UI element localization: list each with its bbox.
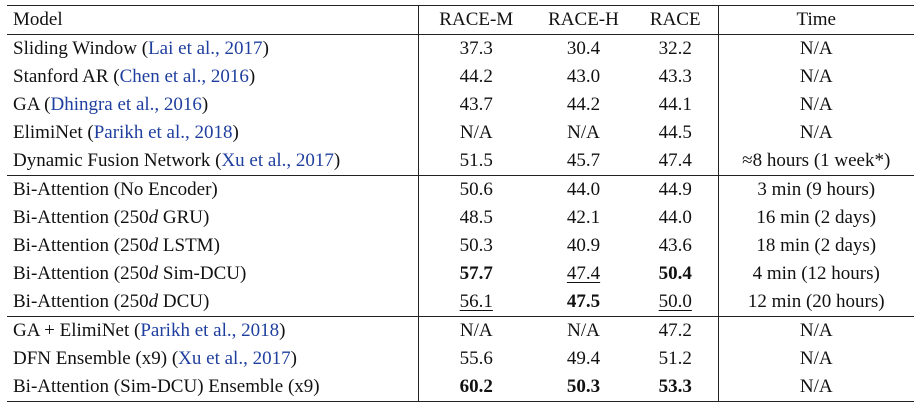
- table-row: Bi-Attention (250d Sim-DCU) 57.7 47.4 50…: [7, 260, 914, 288]
- race-m-value: 37.3: [459, 38, 493, 59]
- time-value: N/A: [717, 119, 914, 147]
- header-race: RACE: [649, 9, 701, 30]
- race-m-value: 51.5: [459, 150, 493, 171]
- table-row: GA (Dhingra et al., 2016) 43.7 44.2 44.1…: [7, 91, 914, 119]
- citation-link[interactable]: Dhingra et al., 2016: [50, 94, 202, 115]
- race-h-value: 44.0: [566, 179, 601, 200]
- race-value: 50.4: [658, 263, 692, 284]
- model-name: Bi-Attention (250d Sim-DCU): [7, 260, 419, 288]
- race-value: 47.2: [658, 320, 692, 341]
- race-h-value: N/A: [567, 320, 600, 341]
- header-row: Model RACE-M RACE-H RACE Time: [7, 5, 914, 35]
- table-row: Bi-Attention (250d LSTM) 50.3 40.9 43.6 …: [7, 232, 914, 260]
- model-name: GA + ElimiNet (Parikh et al., 2018): [7, 316, 419, 345]
- race-h-value: 45.7: [566, 150, 601, 171]
- citation-link[interactable]: Xu et al., 2017: [178, 348, 291, 369]
- race-h-value: 44.2: [566, 94, 601, 115]
- race-m-value: 60.2: [459, 376, 493, 397]
- race-value: 47.4: [658, 150, 692, 171]
- results-table: Model RACE-M RACE-H RACE Time Sliding Wi…: [7, 5, 914, 402]
- header-model: Model: [7, 5, 419, 35]
- race-h-value: 50.3: [566, 376, 601, 397]
- model-name: Bi-Attention (250d GRU): [7, 204, 419, 232]
- time-value: N/A: [717, 63, 914, 91]
- citation-link[interactable]: Parikh et al., 2018: [140, 320, 280, 341]
- results-table-container: Model RACE-M RACE-H RACE Time Sliding Wi…: [7, 5, 914, 402]
- citation-link[interactable]: Chen et al., 2016: [119, 66, 249, 87]
- race-h-value: 40.9: [566, 235, 601, 256]
- race-value: 44.9: [658, 179, 692, 200]
- model-name: Bi-Attention (250d LSTM): [7, 232, 419, 260]
- citation-link[interactable]: Lai et al., 2017: [148, 38, 263, 59]
- race-value: 44.0: [658, 207, 692, 228]
- model-name: Bi-Attention (No Encoder): [7, 175, 419, 204]
- race-h-value: 43.0: [566, 66, 601, 87]
- race-h-value: 47.5: [566, 291, 601, 312]
- race-value: 44.5: [658, 122, 692, 143]
- race-h-value: 47.4: [566, 263, 601, 284]
- model-name: Bi-Attention (250d DCU): [7, 288, 419, 317]
- table-row: DFN Ensemble (x9) (Xu et al., 2017) 55.6…: [7, 345, 914, 373]
- table-row: GA + ElimiNet (Parikh et al., 2018) N/A …: [7, 316, 914, 345]
- race-m-value: 55.6: [459, 348, 493, 369]
- header-time: Time: [717, 5, 914, 35]
- time-value: 12 min (20 hours): [717, 288, 914, 317]
- race-h-value: N/A: [567, 122, 600, 143]
- table-row: Bi-Attention (250d DCU) 56.1 47.5 50.0 1…: [7, 288, 914, 317]
- race-m-value: 57.7: [459, 263, 493, 284]
- race-value: 51.2: [658, 348, 692, 369]
- race-m-value: 43.7: [459, 94, 493, 115]
- race-value: 43.3: [658, 66, 692, 87]
- model-name: DFN Ensemble (x9) (Xu et al., 2017): [7, 345, 419, 373]
- time-value: 18 min (2 days): [717, 232, 914, 260]
- table-row: Sliding Window (Lai et al., 2017) 37.3 3…: [7, 34, 914, 63]
- time-value: N/A: [717, 373, 914, 402]
- time-value: N/A: [717, 345, 914, 373]
- race-m-value: 50.6: [459, 179, 493, 200]
- citation-link[interactable]: Parikh et al., 2018: [93, 122, 233, 143]
- race-m-value: 44.2: [459, 66, 493, 87]
- time-value: 16 min (2 days): [717, 204, 914, 232]
- table-row: Dynamic Fusion Network (Xu et al., 2017)…: [7, 147, 914, 176]
- citation-link[interactable]: Xu et al., 2017: [221, 150, 334, 171]
- table-row: ElimiNet (Parikh et al., 2018) N/A N/A 4…: [7, 119, 914, 147]
- race-value: 50.0: [658, 291, 692, 312]
- race-m-value: 50.3: [459, 235, 493, 256]
- race-m-value: 56.1: [459, 291, 493, 312]
- race-m-value: 48.5: [459, 207, 493, 228]
- race-value: 53.3: [658, 376, 692, 397]
- table-row: Bi-Attention (250d GRU) 48.5 42.1 44.0 1…: [7, 204, 914, 232]
- race-h-value: 49.4: [566, 348, 601, 369]
- table-row: Bi-Attention (No Encoder) 50.6 44.0 44.9…: [7, 175, 914, 204]
- model-name: Stanford AR (Chen et al., 2016): [7, 63, 419, 91]
- time-value: ≈8 hours (1 week*): [717, 147, 914, 176]
- race-value: 32.2: [658, 38, 692, 59]
- model-name: Sliding Window (Lai et al., 2017): [7, 34, 419, 63]
- race-h-value: 30.4: [566, 38, 601, 59]
- time-value: N/A: [717, 91, 914, 119]
- model-name: Bi-Attention (Sim-DCU) Ensemble (x9): [7, 373, 419, 402]
- header-race-m: RACE-M: [439, 9, 514, 30]
- time-value: 4 min (12 hours): [717, 260, 914, 288]
- race-h-value: 42.1: [566, 207, 601, 228]
- time-value: N/A: [717, 34, 914, 63]
- race-value: 43.6: [658, 235, 692, 256]
- race-m-value: N/A: [459, 122, 493, 143]
- table-row: Stanford AR (Chen et al., 2016) 44.2 43.…: [7, 63, 914, 91]
- model-name: GA (Dhingra et al., 2016): [7, 91, 419, 119]
- race-m-value: N/A: [459, 320, 493, 341]
- model-name: Dynamic Fusion Network (Xu et al., 2017): [7, 147, 419, 176]
- time-value: 3 min (9 hours): [717, 175, 914, 204]
- race-value: 44.1: [658, 94, 692, 115]
- model-name: ElimiNet (Parikh et al., 2018): [7, 119, 419, 147]
- time-value: N/A: [717, 316, 914, 345]
- table-row: Bi-Attention (Sim-DCU) Ensemble (x9) 60.…: [7, 373, 914, 402]
- header-race-h: RACE-H: [548, 9, 619, 30]
